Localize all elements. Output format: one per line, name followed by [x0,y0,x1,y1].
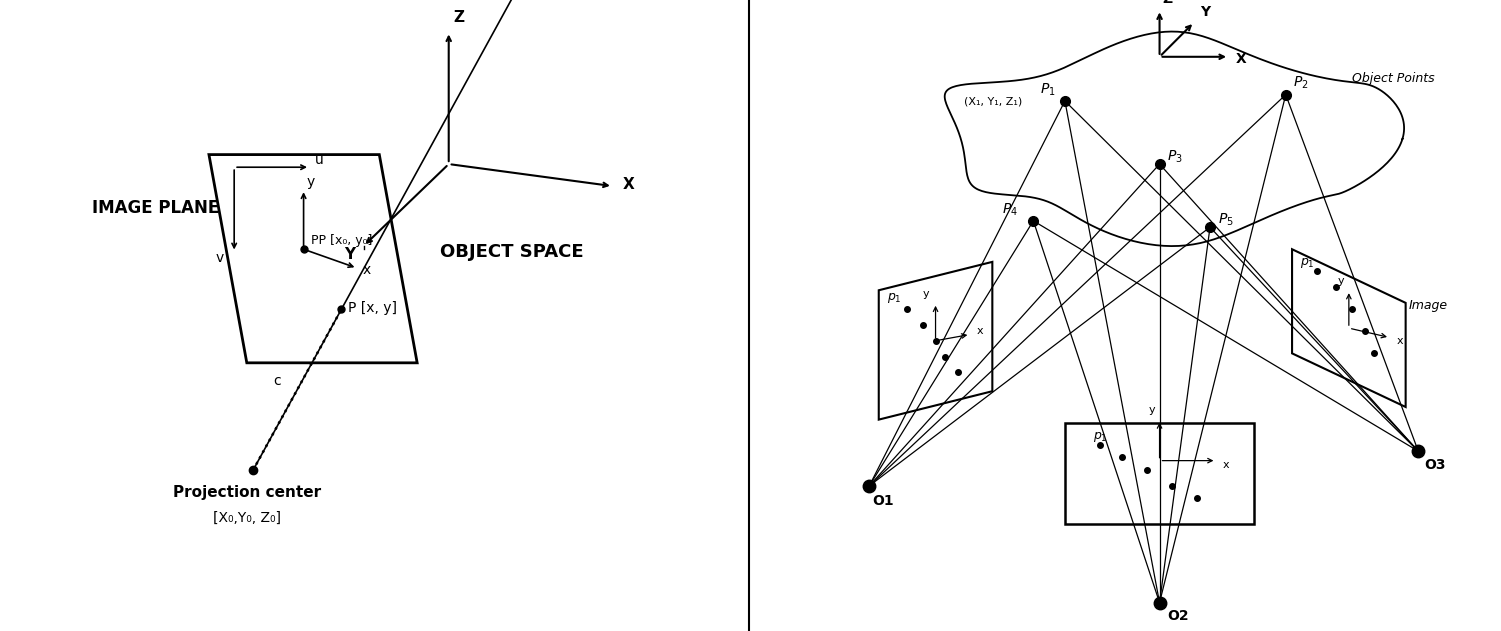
Text: Object Points: Object Points [1352,72,1435,85]
Text: v: v [215,251,224,265]
Text: Z: Z [453,10,465,25]
Text: OBJECT SPACE: OBJECT SPACE [440,244,584,261]
Text: $p_1$: $p_1$ [1300,256,1315,270]
Text: Image: Image [1409,299,1448,312]
Text: O1: O1 [872,494,895,508]
Text: x: x [362,264,371,278]
Text: y: y [923,288,929,298]
Text: [X₀,Y₀, Z₀]: [X₀,Y₀, Z₀] [213,511,281,525]
Text: $p_1$: $p_1$ [887,291,902,305]
Text: $P_4$: $P_4$ [1001,201,1018,218]
Text: (X₁, Y₁, Z₁): (X₁, Y₁, Z₁) [964,96,1022,106]
Text: $p_1$: $p_1$ [1093,430,1108,444]
Text: Projection center: Projection center [173,485,321,500]
Text: P [x, y]: P [x, y] [348,302,396,316]
Text: Z: Z [1163,0,1172,6]
Text: PP [x₀, y₀]: PP [x₀, y₀] [311,234,372,247]
Text: O2: O2 [1168,610,1189,623]
Text: u: u [315,153,324,167]
Text: y: y [1337,276,1343,286]
Text: Y: Y [1201,5,1211,19]
Text: x: x [977,326,983,336]
Text: IMAGE PLANE: IMAGE PLANE [92,199,219,217]
Text: c: c [273,374,281,388]
Text: x: x [1396,336,1403,346]
Text: $P_1$: $P_1$ [1040,81,1055,98]
Text: $P_3$: $P_3$ [1168,149,1183,165]
Text: $P_5$: $P_5$ [1217,212,1234,228]
Text: $P_2$: $P_2$ [1294,75,1309,91]
Text: y: y [306,175,315,189]
Text: O3: O3 [1424,458,1445,472]
Text: X: X [623,177,633,192]
Text: X: X [1235,52,1246,66]
Text: x: x [1223,460,1229,470]
Text: y: y [1148,405,1154,415]
Text: Y: Y [345,247,356,262]
